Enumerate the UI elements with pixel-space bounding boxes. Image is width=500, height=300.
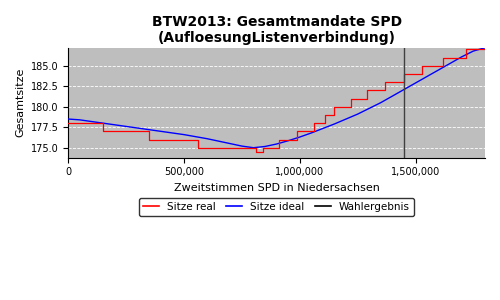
Title: BTW2013: Gesamtmandate SPD
(AufloesungListenverbindung): BTW2013: Gesamtmandate SPD (AufloesungLi… xyxy=(152,15,402,45)
X-axis label: Zweitstimmen SPD in Niedersachsen: Zweitstimmen SPD in Niedersachsen xyxy=(174,183,380,193)
Legend: Sitze real, Sitze ideal, Wahlergebnis: Sitze real, Sitze ideal, Wahlergebnis xyxy=(139,198,414,216)
Y-axis label: Gesamtsitze: Gesamtsitze xyxy=(15,68,25,137)
